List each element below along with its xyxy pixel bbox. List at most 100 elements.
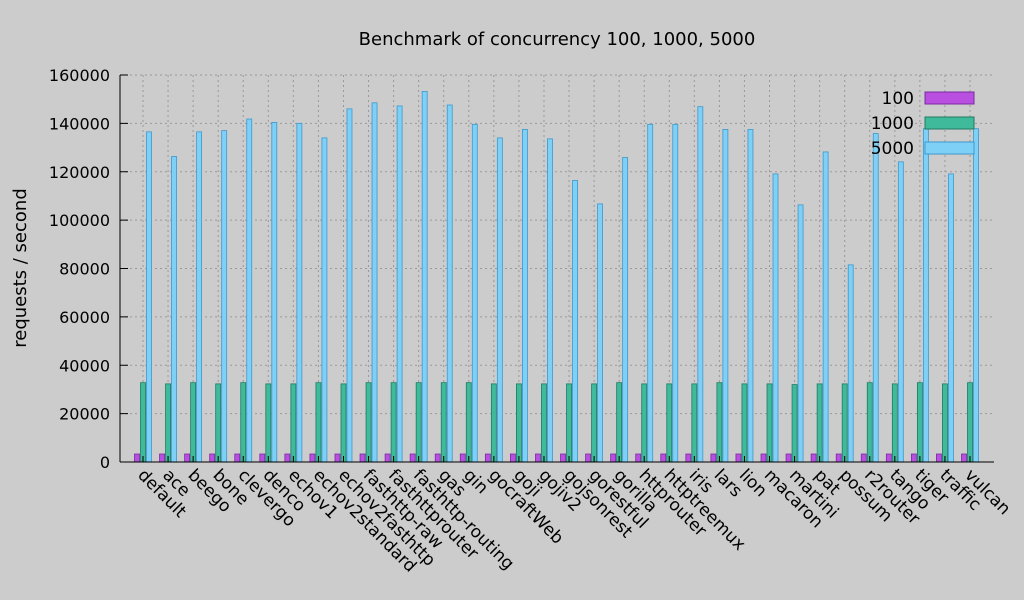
bar-1000-gin: [465, 382, 472, 463]
bar-5000-gas: [446, 104, 453, 463]
bar-5000-traffic: [948, 173, 954, 463]
bar-100-tango: [885, 453, 892, 463]
bar-5000-fasthttp-raw: [371, 102, 378, 463]
bar-5000-fasthttprouter: [396, 105, 403, 463]
bar-1000-lars: [716, 382, 723, 463]
bar-5000-lars: [722, 129, 729, 463]
bar-1000-gojiv2: [541, 383, 547, 463]
bar-1000-fasthttp-routing: [415, 382, 422, 463]
legend-swatch: [924, 116, 975, 130]
bar-100-r2router: [860, 453, 867, 463]
bar-1000-r2router: [866, 382, 873, 463]
bar-5000-fasthttp-routing: [421, 91, 428, 463]
bar-1000-iris: [691, 383, 698, 463]
bar-1000-gocraftWeb: [490, 383, 497, 463]
bar-5000-gocraftWeb: [496, 137, 503, 463]
bar-100-httptreemux: [660, 453, 667, 463]
bar-100-fasthttprouter: [384, 453, 391, 463]
bar-100-gorestful: [585, 453, 591, 463]
bar-100-gojsonrest: [560, 453, 566, 463]
bar-5000-pat: [822, 151, 829, 463]
legend-label: 5000: [871, 139, 914, 159]
bar-1000-goji: [516, 383, 522, 463]
bar-100-echov1: [284, 453, 291, 463]
bar-100-clevergo: [234, 453, 241, 463]
bar-5000-beego: [196, 131, 203, 463]
y-axis-label: requests / second: [10, 188, 31, 348]
bar-100-iris: [685, 453, 692, 463]
bar-1000-default: [140, 382, 146, 463]
bar-1000-echov2fasthttp: [340, 383, 347, 463]
bar-100-gojiv2: [535, 453, 541, 463]
bar-1000-echov2standard: [315, 382, 322, 463]
bar-100-httprouter: [635, 453, 642, 463]
bar-100-vulcan: [961, 453, 967, 463]
bar-100-lars: [710, 453, 717, 463]
bar-5000-echov1: [296, 122, 303, 463]
chart-title: Benchmark of concurrency 100, 1000, 5000: [359, 29, 756, 50]
bar-5000-tiger: [922, 128, 929, 463]
legend: 100 1000 5000: [871, 89, 975, 159]
bar-1000-tango: [891, 383, 898, 463]
bar-5000-macaron: [772, 173, 779, 463]
bar-1000-clevergo: [240, 382, 247, 463]
bar-1000-bone: [215, 383, 222, 463]
y-tick-label: 40000: [59, 356, 110, 375]
bar-1000-beego: [190, 382, 197, 463]
bar-5000-echov2fasthttp: [346, 108, 353, 463]
bar-100-echov2standard: [309, 453, 316, 463]
bar-100-possum: [835, 453, 842, 463]
bar-5000-httptreemux: [672, 123, 679, 463]
bar-5000-httprouter: [647, 123, 654, 463]
bar-5000-vulcan: [973, 128, 979, 463]
bar-1000-gorestful: [591, 383, 597, 463]
bar-100-martini: [785, 453, 792, 463]
bar-100-gocraftWeb: [484, 453, 491, 463]
bar-5000-echov2standard: [321, 137, 328, 463]
bar-100-traffic: [936, 453, 942, 463]
bar-100-default: [134, 453, 140, 463]
bar-1000-fasthttprouter: [390, 382, 397, 463]
y-tick-labels: 0 20000 40000 60000 80000 100000 120000 140000 1…: [49, 66, 110, 472]
bar-100-pat: [810, 453, 817, 463]
bar-1000-pat: [816, 383, 823, 463]
bar-1000-gojsonrest: [566, 383, 572, 463]
bar-100-echov2fasthttp: [334, 453, 341, 463]
y-tick-label: 20000: [59, 405, 110, 424]
bar-1000-vulcan: [967, 382, 973, 463]
bar-5000-gorilla: [622, 157, 629, 463]
bar-5000-gin: [471, 123, 478, 463]
bar-1000-gorilla: [616, 382, 623, 463]
y-tick-label: 140000: [49, 114, 110, 133]
bar-5000-denco: [271, 122, 278, 463]
bar-100-denco: [259, 453, 266, 463]
bar-100-lion: [735, 453, 742, 463]
y-tick-label: 0: [100, 453, 110, 472]
bar-1000-macaron: [766, 383, 773, 463]
bar-100-goji: [510, 453, 516, 463]
axes: [119, 74, 994, 463]
bar-100-macaron: [760, 453, 767, 463]
bar-5000-gojiv2: [547, 138, 553, 463]
bar-5000-gojsonrest: [572, 180, 578, 463]
bar-5000-lion: [747, 129, 754, 463]
y-tick-label: 100000: [49, 211, 110, 230]
bar-1000-gas: [440, 382, 447, 463]
bar-100-gin: [459, 453, 466, 463]
bar-1000-martini: [791, 384, 798, 463]
bar-5000-gorestful: [597, 203, 603, 463]
bar-100-gas: [434, 453, 441, 463]
bar-100-fasthttp-routing: [409, 453, 416, 463]
bar-100-ace: [159, 453, 165, 463]
bar-1000-possum: [841, 383, 848, 463]
bar-100-tiger: [910, 453, 917, 463]
y-tick-label: 120000: [49, 163, 110, 182]
bar-100-fasthttp-raw: [359, 453, 366, 463]
bar-100-gorilla: [610, 453, 617, 463]
bar-5000-clevergo: [246, 118, 253, 463]
legend-swatch: [924, 141, 975, 155]
bar-5000-r2router: [872, 133, 879, 463]
bar-100-bone: [209, 453, 216, 463]
bar-1000-traffic: [942, 383, 948, 463]
